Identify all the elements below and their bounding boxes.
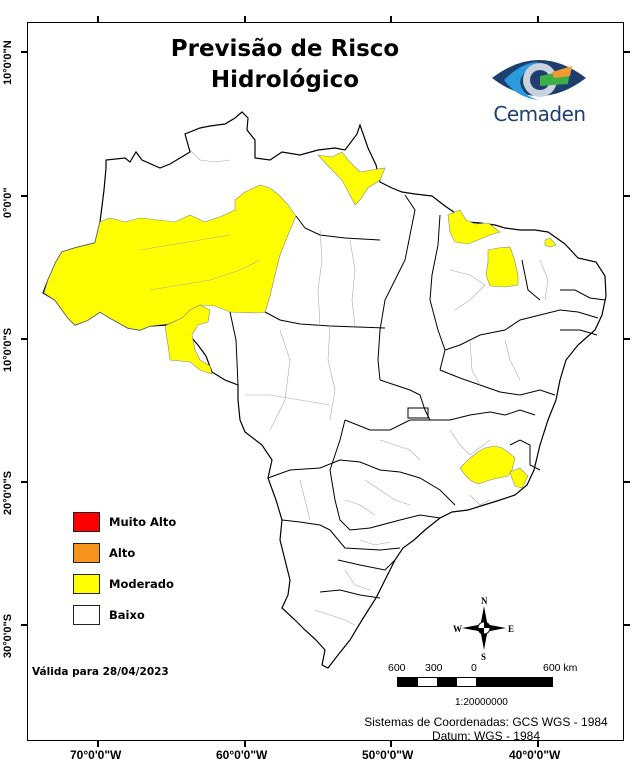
datum-line: Datum: WGS - 1984 [431, 729, 541, 743]
map-title: Previsão de Risco Hidrológico [150, 34, 420, 96]
lat-tick [21, 195, 27, 197]
compass-w: W [453, 624, 462, 634]
legend-label: Muito Alto [109, 514, 177, 529]
logo-text: Cemaden [493, 102, 586, 126]
coord-system-line: Sistemas de Coordenadas: GCS WGS - 1984 [364, 715, 608, 729]
state-borders [229, 194, 606, 599]
legend-swatch-red [73, 511, 100, 532]
lat-tick [624, 338, 630, 340]
risk-area-espirito-santo [509, 467, 529, 489]
risk-area-ceara [544, 237, 557, 248]
lon-label-40w: 40°0'0"W [509, 748, 561, 762]
scale-ratio: 1:20000000 [455, 697, 508, 708]
lon-tick [97, 741, 99, 747]
title-line-2: Hidrológico [210, 67, 360, 93]
lon-tick [537, 741, 539, 747]
scale-bar [397, 677, 553, 687]
lon-tick [244, 16, 246, 22]
legend-label: Moderado [109, 576, 174, 591]
compass-s: S [481, 652, 486, 662]
lat-tick [624, 51, 630, 53]
legend-item-baixo: Baixo [73, 599, 176, 630]
lat-tick [21, 51, 27, 53]
lat-tick [624, 195, 630, 197]
eye-logo-icon [492, 60, 586, 100]
scale-label-300: 300 [425, 662, 443, 674]
lat-tick [21, 624, 27, 626]
cemaden-logo: Cemaden [482, 50, 597, 135]
risk-legend: Muito Alto Alto Moderado Baixo [73, 506, 176, 630]
legend-swatch-orange [73, 542, 100, 563]
lon-tick [97, 16, 99, 22]
legend-item-moderado: Moderado [73, 568, 176, 599]
meso-borders [139, 149, 549, 626]
legend-label: Baixo [109, 607, 145, 622]
validity-date: Válida para 28/04/2023 [32, 666, 169, 678]
compass-e: E [508, 624, 514, 634]
lon-tick [390, 16, 392, 22]
legend-swatch-white [73, 604, 100, 625]
risk-area-maranhao [447, 209, 501, 245]
lon-label-60w: 60°0'0"W [216, 748, 268, 762]
scale-label-600-left: 600 [388, 662, 406, 674]
lat-tick [624, 624, 630, 626]
compass-n: N [481, 596, 488, 606]
lat-tick [21, 338, 27, 340]
lon-label-70w: 70°0'0"W [70, 748, 122, 762]
risk-area-rondonia [164, 304, 213, 375]
risk-area-piaui [485, 246, 519, 288]
scale-label-0: 0 [471, 662, 477, 674]
risk-area-amapa [317, 151, 386, 206]
lon-tick [390, 741, 392, 747]
north-arrow-compass-icon: N S W E [453, 596, 514, 662]
legend-item-muito-alto: Muito Alto [73, 506, 176, 537]
lon-label-50w: 50°0'0"W [362, 748, 414, 762]
risk-area-minas-gerais [459, 445, 516, 485]
lon-tick [244, 741, 246, 747]
scale-label-600-km: 600 km [543, 662, 578, 674]
lon-tick [537, 16, 539, 22]
coordinate-system: Sistemas de Coordenadas: GCS WGS - 1984 … [352, 715, 620, 743]
lat-tick [21, 481, 27, 483]
legend-label: Alto [109, 545, 136, 560]
title-line-1: Previsão de Risco [170, 36, 400, 62]
legend-swatch-yellow [73, 573, 100, 594]
legend-item-alto: Alto [73, 537, 176, 568]
lat-tick [624, 481, 630, 483]
